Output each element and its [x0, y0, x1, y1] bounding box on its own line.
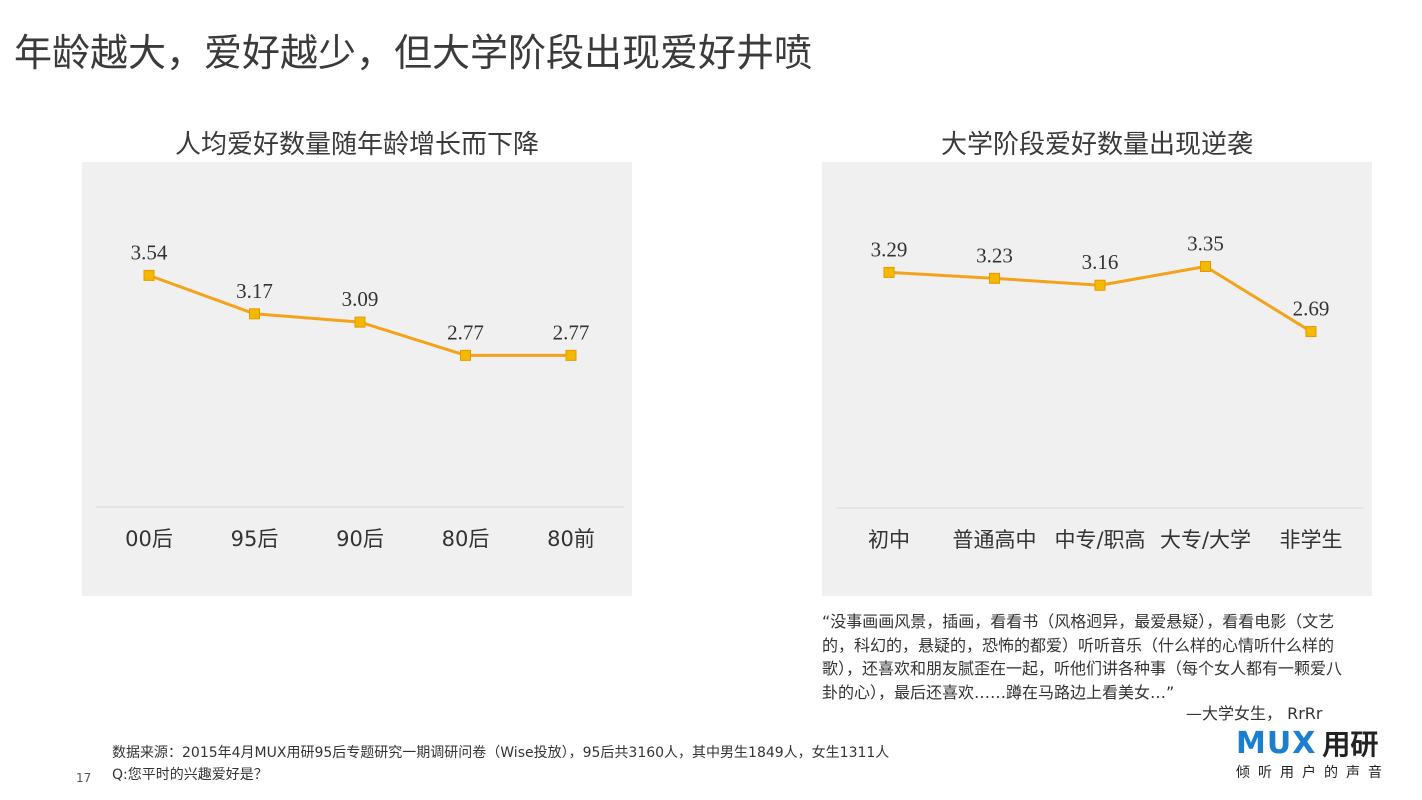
chart-2-point	[883, 266, 895, 278]
chart-2-data-label: 3.29	[871, 237, 908, 261]
chart-1-data-label: 2.77	[553, 320, 590, 344]
mux-logo: MUX 用研 倾听用户的声音	[1236, 725, 1390, 782]
data-source-note: 数据来源：2015年4月MUX用研95后专题研究一期调研问卷（Wise投放），9…	[112, 742, 889, 786]
chart-2-data-label: 3.16	[1082, 250, 1119, 274]
chart-2-tick-label: 大专/大学	[1160, 528, 1251, 552]
chart-1-point	[143, 269, 155, 281]
chart-1-tick-label: 00后	[125, 527, 173, 551]
chart-2-tick-label: 中专/职高	[1054, 528, 1145, 552]
chart-2-point	[1200, 261, 1211, 272]
chart-1-data-label: 3.54	[131, 240, 168, 264]
chart-1-point	[354, 316, 366, 328]
chart-1-tick-label: 80前	[547, 527, 595, 551]
survey-question: Q:您平时的兴趣爱好是？	[112, 767, 268, 783]
chart-1-tick-label: 95后	[231, 527, 279, 551]
user-quote: “没事画画风景，插画，看看书（风格迥异，最爱悬疑），看看电影（文艺的，科幻的，悬…	[822, 612, 1343, 702]
chart-2-series-line	[888, 265, 1312, 333]
chart-2-tick-label: 非学生	[1280, 528, 1343, 552]
chart-1-data-label: 3.09	[342, 287, 379, 311]
chart-1-title: 人均爱好数量随年龄增长而下降	[174, 130, 539, 160]
logo-brand: MUX	[1236, 725, 1317, 761]
chart-1-point	[249, 308, 260, 320]
chart-2-data-label: 2.69	[1293, 297, 1330, 321]
chart-2-point	[1094, 279, 1106, 291]
chart-1-data-label: 2.77	[447, 320, 484, 344]
chart-1-svg: 3.54 00后 3.17 95后 3.09 90后 2.77 80后 2.77 80前	[96, 240, 624, 551]
chart-1-point	[565, 349, 577, 361]
chart-2-svg: 3.29 初中 3.23 普通高中 3.16 中专/职高 3.35 大专/大学 2.69 非学生	[836, 232, 1364, 552]
chart-1-panel: 3.54 00后 3.17 95后 3.09 90后 2.77 80后 2.77 80前	[82, 162, 632, 596]
page-title: 年龄越大，爱好越少，但大学阶段出现爱好井喷	[14, 31, 813, 75]
logo-tagline: 倾听用户的声音	[1236, 765, 1390, 781]
page-number: 17	[76, 771, 92, 785]
chart-2-point	[1305, 326, 1317, 338]
chart-1-tick-label: 90后	[336, 527, 384, 551]
chart-2-data-label: 3.23	[976, 243, 1013, 267]
chart-2-tick-label: 初中	[868, 528, 910, 552]
chart-2-point	[989, 272, 1000, 284]
chart-2-data-label: 3.35	[1187, 232, 1224, 256]
chart-1-point	[460, 349, 471, 361]
chart-2-tick-label: 普通高中	[953, 528, 1037, 552]
chart-2-panel: 3.29 初中 3.23 普通高中 3.16 中专/职高 3.35 大专/大学 2.69 非学生	[822, 162, 1372, 596]
source-text: 数据来源：2015年4月MUX用研95后专题研究一期调研问卷（Wise投放），9…	[112, 745, 890, 761]
quote-signature: —大学女生， RrRr	[1186, 704, 1323, 723]
chart-2-title: 大学阶段爱好数量出现逆袭	[940, 130, 1253, 160]
chart-1-data-label: 3.17	[236, 279, 273, 303]
logo-brand-cn: 用研	[1322, 728, 1379, 761]
chart-1-tick-label: 80后	[442, 527, 490, 551]
